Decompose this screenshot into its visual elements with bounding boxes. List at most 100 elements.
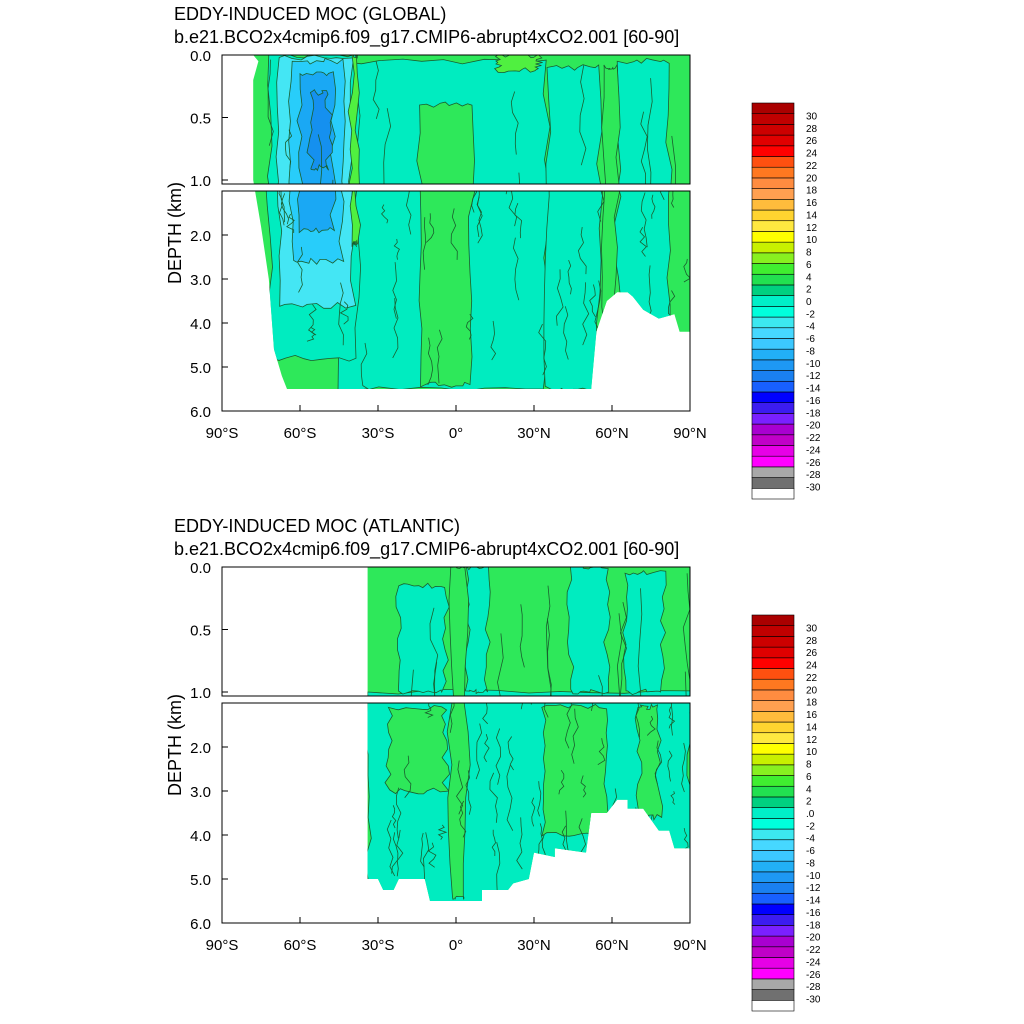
y-tick-label: 3.0 bbox=[190, 784, 211, 801]
green-column bbox=[634, 703, 664, 822]
positive-band bbox=[348, 191, 362, 247]
colorbar-swatch bbox=[751, 903, 795, 915]
colorbar-swatch bbox=[751, 668, 795, 680]
y-tick-label: 0.0 bbox=[190, 48, 211, 65]
upper-frame bbox=[221, 54, 691, 185]
colorbar-label: 12 bbox=[806, 223, 818, 234]
contour-line bbox=[640, 192, 648, 248]
colorbar-swatch bbox=[751, 370, 795, 382]
contour-line bbox=[456, 760, 464, 815]
colorbar-swatch bbox=[751, 839, 795, 851]
colorbar-swatch bbox=[751, 978, 795, 990]
colorbar-swatch bbox=[751, 753, 795, 766]
contour-line bbox=[594, 675, 603, 696]
colorbar-swatch bbox=[751, 102, 795, 115]
contour-line bbox=[577, 227, 587, 275]
contour-line bbox=[564, 703, 572, 749]
colorbar-label: 20 bbox=[806, 173, 818, 184]
x-tick-label: 90°S bbox=[206, 425, 239, 442]
ocean-field bbox=[253, 55, 690, 184]
green-column bbox=[541, 704, 611, 838]
contour-line bbox=[471, 191, 478, 213]
y-tick-label: 3.0 bbox=[190, 272, 211, 289]
colorbar-label: -8 bbox=[806, 858, 815, 869]
x-tick-label: 30°S bbox=[362, 937, 395, 954]
colorbar-swatch bbox=[751, 145, 795, 157]
contour-line bbox=[626, 313, 635, 371]
contour-line bbox=[661, 341, 669, 390]
colorbar-swatch bbox=[751, 721, 795, 734]
colorbar-label: 2 bbox=[806, 285, 812, 296]
contour-line bbox=[267, 59, 274, 146]
colorbar-swatch bbox=[751, 732, 795, 744]
colorbar-swatch bbox=[751, 477, 795, 489]
contour-line bbox=[660, 191, 668, 200]
contour-line bbox=[651, 828, 659, 872]
x-tick-label: 0° bbox=[449, 425, 463, 442]
colorbar-label: -2 bbox=[806, 309, 815, 320]
contour-line bbox=[489, 772, 498, 823]
colorbar-label: -18 bbox=[806, 408, 821, 419]
colorbar-label: 14 bbox=[806, 722, 818, 733]
colorbar-label: 6 bbox=[806, 772, 812, 783]
colorbar-label: -20 bbox=[806, 933, 821, 944]
contour-line bbox=[519, 604, 525, 668]
colorbar-swatch bbox=[751, 914, 795, 926]
field-upper bbox=[367, 567, 690, 872]
contour-line bbox=[516, 817, 523, 870]
colorbar-label: -24 bbox=[806, 445, 821, 456]
colorbar-label: 20 bbox=[806, 685, 818, 696]
contour-line bbox=[482, 703, 488, 725]
colorbar-swatch bbox=[751, 166, 795, 179]
x-tick-label: 90°S bbox=[206, 937, 239, 954]
colorbar-swatch bbox=[751, 466, 795, 478]
contour-line bbox=[449, 703, 455, 733]
colorbar-label: 18 bbox=[806, 186, 818, 197]
contour-line bbox=[579, 65, 587, 166]
teal-region bbox=[566, 567, 611, 695]
contour-line bbox=[306, 327, 316, 342]
colorbar-swatch bbox=[751, 391, 795, 403]
contour-line bbox=[495, 728, 501, 785]
colorbar-swatch bbox=[751, 711, 795, 723]
colorbar-label: 14 bbox=[806, 210, 818, 221]
colorbar-swatch bbox=[751, 402, 795, 414]
contour-line bbox=[395, 787, 402, 839]
contour-line bbox=[630, 823, 637, 887]
contour-line bbox=[391, 832, 399, 874]
colorbar-label: 4 bbox=[806, 272, 812, 283]
colorbar-swatch bbox=[751, 241, 795, 254]
contour-line bbox=[391, 805, 397, 829]
colorbar-label: -16 bbox=[806, 396, 821, 407]
contour-line bbox=[656, 830, 662, 844]
contour-line bbox=[490, 320, 497, 361]
panel-global: EDDY-INDUCED MOC (GLOBAL) b.e21.BCO2x4cmi… bbox=[165, 4, 821, 500]
contour-line bbox=[597, 738, 606, 766]
y-tick-label: 0.5 bbox=[190, 623, 211, 640]
contour-line bbox=[668, 191, 675, 208]
positive-band bbox=[347, 55, 360, 184]
contour-line bbox=[667, 750, 673, 782]
x-tick-label: 30°N bbox=[517, 425, 551, 442]
x-tick-label: 30°S bbox=[362, 425, 395, 442]
contour-line bbox=[405, 191, 415, 235]
contour-line bbox=[681, 742, 686, 793]
colorbar-label: -26 bbox=[806, 458, 821, 469]
contour-line bbox=[512, 237, 520, 301]
colorbar-label: 12 bbox=[806, 735, 818, 746]
colorbar-swatch bbox=[751, 134, 795, 147]
contour-line bbox=[567, 259, 572, 295]
colorbar-label: 8 bbox=[806, 248, 812, 259]
contour-line bbox=[420, 832, 425, 868]
x-tick-label: 90°N bbox=[673, 937, 707, 954]
colorbar-label: -4 bbox=[806, 834, 815, 845]
contour-line bbox=[683, 258, 690, 283]
colorbar-label: 28 bbox=[806, 636, 818, 647]
teal-region bbox=[542, 64, 604, 184]
colorbar-label: -20 bbox=[806, 421, 821, 432]
colorbar-label: 30 bbox=[806, 624, 818, 635]
x-tick-label: 0° bbox=[449, 937, 463, 954]
colorbar-swatch bbox=[751, 860, 795, 873]
colorbar-swatch bbox=[751, 818, 795, 830]
negative-core bbox=[306, 89, 333, 172]
